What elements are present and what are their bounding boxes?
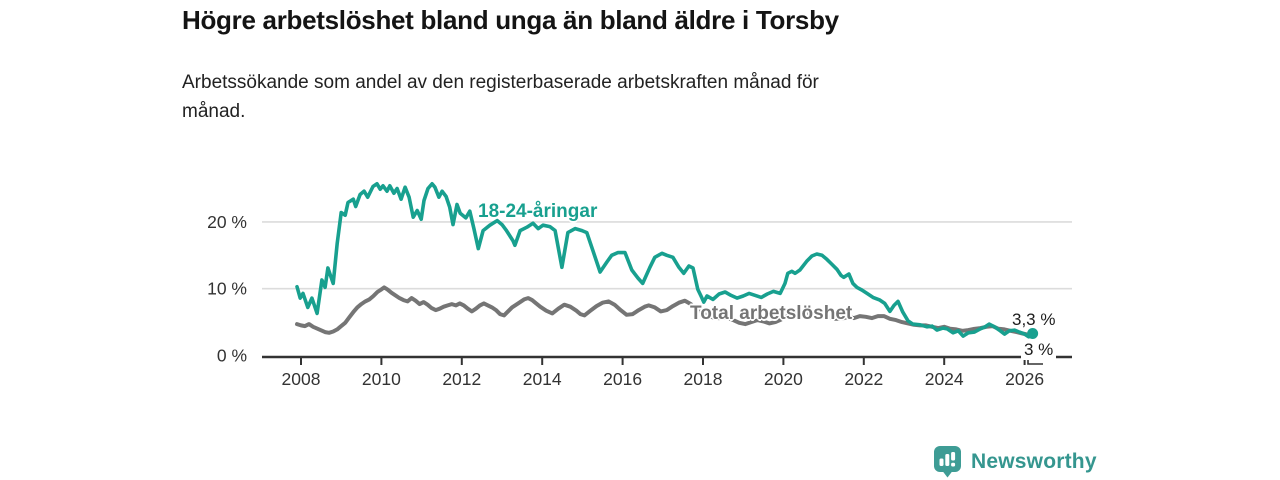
series-label-total: Total arbetslöshet bbox=[690, 303, 853, 324]
page-title: Högre arbetslöshet bland unga än bland ä… bbox=[182, 5, 839, 35]
x-axis-label: 2018 bbox=[684, 369, 723, 389]
newsworthy-wordmark: Newsworthy bbox=[971, 449, 1097, 473]
x-axis-label: 2020 bbox=[764, 369, 803, 389]
y-axis-label: 10 % bbox=[207, 279, 247, 299]
x-axis-label: 2014 bbox=[523, 369, 562, 389]
y-axis-label: 20 % bbox=[207, 212, 247, 232]
series-label-young: 18-24-åringar bbox=[478, 201, 598, 222]
x-axis-label: 2016 bbox=[603, 369, 642, 389]
series-line-young bbox=[295, 182, 1035, 339]
chart-subtitle: Arbetssökande som andel av den registerb… bbox=[182, 72, 819, 122]
newsworthy-logo: Newsworthy bbox=[933, 445, 1097, 478]
end-value-label-total: 3 % bbox=[1021, 340, 1057, 360]
newsworthy-logo-icon bbox=[934, 446, 961, 478]
series-line-total bbox=[295, 285, 1035, 338]
series-end-dot bbox=[1027, 327, 1039, 339]
x-axis-label: 2024 bbox=[925, 369, 964, 389]
y-axis-label: 0 % bbox=[217, 346, 247, 366]
x-axis-label: 2012 bbox=[442, 369, 481, 389]
x-axis-label: 2008 bbox=[282, 369, 321, 389]
x-axis-label: 2026 bbox=[1005, 369, 1044, 389]
x-axis-label: 2022 bbox=[844, 369, 883, 389]
x-axis-label: 2010 bbox=[362, 369, 401, 389]
end-value-label-young: 3,3 % bbox=[1012, 310, 1056, 329]
